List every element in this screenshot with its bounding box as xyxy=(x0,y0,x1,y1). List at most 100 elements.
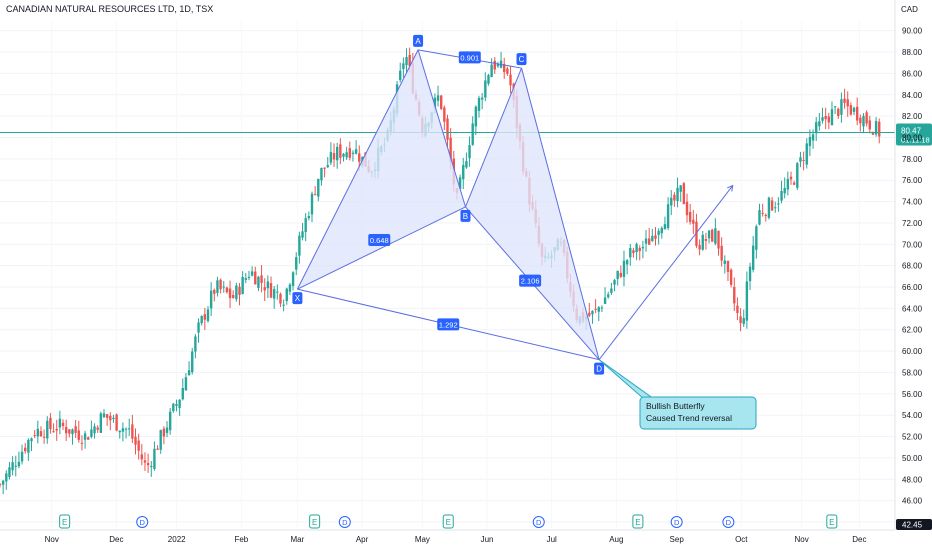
candle-body xyxy=(46,420,49,439)
leg-xb xyxy=(297,206,466,290)
candle xyxy=(326,156,329,169)
candle-body xyxy=(701,234,704,250)
candle-body xyxy=(874,121,878,135)
candle-body xyxy=(644,238,648,244)
candle-body xyxy=(827,116,831,123)
candle xyxy=(868,115,871,134)
candle-body xyxy=(673,194,676,201)
candle xyxy=(436,85,440,107)
candle xyxy=(739,308,742,332)
candle-body xyxy=(720,245,723,261)
candle-body xyxy=(241,276,244,294)
candle-body xyxy=(87,437,90,440)
candle xyxy=(266,275,270,298)
candle xyxy=(288,282,292,296)
earnings-marker xyxy=(632,514,644,529)
candle-body xyxy=(767,197,771,218)
candle-body xyxy=(1,480,5,485)
candle-body xyxy=(150,466,153,468)
candle-body xyxy=(647,238,651,245)
candle xyxy=(96,425,99,433)
time-axis: Nov Dec 2022 Feb Mar Apr May Jun Jul Aug Sep Oct Nov… xyxy=(0,529,895,544)
candle-body xyxy=(783,187,786,194)
candle-body xyxy=(591,310,594,315)
candle-body xyxy=(723,260,727,264)
candle-body xyxy=(342,153,345,157)
candle xyxy=(692,210,695,235)
candle-body xyxy=(137,440,140,451)
candle-body xyxy=(159,429,162,450)
candle-body xyxy=(487,75,490,84)
projection-line xyxy=(598,185,734,360)
chart-title: CANADIAN NATURAL RESOURCES LTD, 1D, TSX xyxy=(6,4,214,14)
candle xyxy=(796,161,799,191)
candle-body xyxy=(688,211,692,222)
candle-body xyxy=(660,227,663,234)
ratio-tag-label: 0.648 xyxy=(370,236,389,245)
candle-body xyxy=(168,411,172,431)
candle xyxy=(225,286,229,294)
candle-body xyxy=(17,461,21,467)
candle xyxy=(298,231,301,264)
candle-body xyxy=(30,438,33,442)
candle-body xyxy=(128,428,131,430)
candle-body xyxy=(345,152,348,158)
candle-body xyxy=(433,97,437,109)
candle-body xyxy=(260,275,263,283)
candle-body xyxy=(480,97,484,100)
candle-body xyxy=(764,214,767,216)
candle-body xyxy=(635,243,638,253)
candle xyxy=(354,140,358,155)
candle xyxy=(49,413,52,434)
candle xyxy=(490,58,493,78)
candle-body xyxy=(24,447,27,452)
candle xyxy=(723,255,727,274)
candle xyxy=(168,408,172,435)
candle-body xyxy=(632,250,635,254)
candle-body xyxy=(291,272,295,286)
candle xyxy=(175,399,178,412)
candle-body xyxy=(616,270,619,280)
candle-body xyxy=(329,152,333,163)
time-tick-label: Sep xyxy=(670,535,685,544)
candle-body xyxy=(468,145,471,159)
candle xyxy=(159,429,162,454)
candle xyxy=(808,129,812,156)
candle xyxy=(64,419,68,442)
price-tick-label: 60.00 xyxy=(902,347,923,356)
candle xyxy=(688,203,692,225)
candle xyxy=(682,182,686,205)
candle-body xyxy=(77,430,80,440)
candle-body xyxy=(625,260,629,265)
candle-body xyxy=(102,413,106,417)
candle-body xyxy=(506,68,509,74)
candle xyxy=(874,117,878,137)
candle-body xyxy=(808,137,812,147)
candle xyxy=(733,277,736,311)
time-tick-label: Nov xyxy=(45,535,59,544)
candle-body xyxy=(503,63,506,73)
candle xyxy=(849,102,853,116)
candle-body xyxy=(348,148,352,158)
candle xyxy=(607,291,610,299)
candle xyxy=(446,114,449,147)
candle xyxy=(213,288,216,302)
candle xyxy=(134,428,137,455)
candle-body xyxy=(862,115,865,127)
candle-body xyxy=(146,463,150,466)
time-tick-label: Jun xyxy=(481,535,494,544)
price-tick-label: 74.00 xyxy=(902,198,923,207)
pattern-triangle-xab xyxy=(297,49,466,290)
candle xyxy=(714,218,717,246)
candle-body xyxy=(121,428,125,432)
ratio-tag-label: 1.292 xyxy=(439,320,458,329)
candle-body xyxy=(90,429,93,437)
candle-body xyxy=(607,294,610,298)
candle-body xyxy=(80,442,84,444)
candle xyxy=(216,276,219,297)
candle-body xyxy=(651,235,654,242)
point-tag-label: A xyxy=(415,37,421,46)
candle xyxy=(493,57,496,74)
candle-body xyxy=(679,185,682,192)
